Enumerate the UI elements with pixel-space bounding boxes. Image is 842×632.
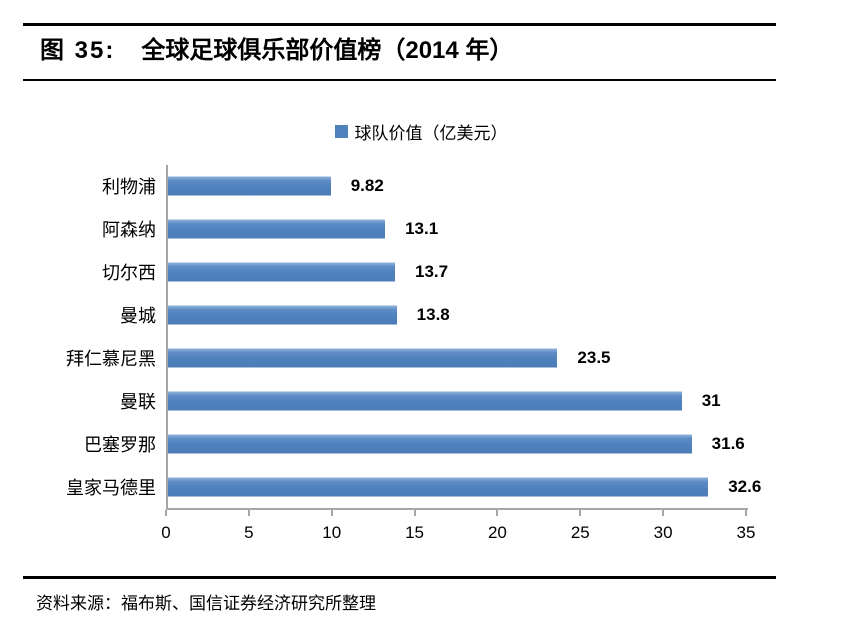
- category-label: 巴塞罗那: [84, 434, 156, 455]
- category-label: 曼城: [120, 306, 156, 327]
- value-label: 13.1: [405, 219, 439, 239]
- x-tick-label: 10: [322, 523, 342, 542]
- x-tick-mark: [496, 510, 499, 516]
- chart-legend: 球队价值（亿美元）: [0, 119, 842, 144]
- category-label: 利物浦: [102, 177, 156, 198]
- chart-row: 阿森纳 13.1: [102, 208, 748, 251]
- source-note: 资料来源：福布斯、国信证券经济研究所整理: [36, 594, 376, 613]
- value-label: 31.6: [711, 433, 745, 453]
- figure-title-text: 全球足球俱乐部价值榜（2014 年）: [141, 37, 514, 64]
- x-tick-label: 15: [405, 523, 425, 542]
- figure-number: 图 35:: [40, 37, 116, 64]
- x-tick-label: 25: [570, 523, 590, 542]
- legend-label: 球队价值（亿美元）: [354, 124, 508, 143]
- x-tick-label: 20: [487, 523, 507, 542]
- value-label: 32.6: [728, 476, 762, 496]
- category-label: 切尔西: [102, 263, 156, 284]
- x-tick-label: 5: [244, 523, 254, 542]
- title-divider-rule: [23, 79, 776, 81]
- x-tick-label: 0: [161, 523, 171, 542]
- chart-row: 利物浦 9.82: [102, 165, 748, 208]
- plot-area: 利物浦 9.82 阿森纳 13.1 切尔西 13.7 曼城 13.8 拜仁慕尼黑 23.5 曼联 31…: [66, 165, 761, 510]
- legend-swatch-icon: [334, 125, 348, 138]
- x-tick-mark: [247, 510, 250, 516]
- x-tick-mark: [330, 510, 333, 516]
- category-label: 皇家马德里: [66, 477, 156, 498]
- x-tick-label: 35: [736, 523, 756, 542]
- value-bar: [168, 348, 558, 368]
- chart-row: 拜仁慕尼黑 23.5: [66, 337, 748, 380]
- category-label: 阿森纳: [102, 220, 156, 241]
- value-label: 13.8: [416, 305, 450, 325]
- value-label: 9.82: [350, 176, 384, 196]
- value-bar: [168, 434, 692, 454]
- value-bar: [168, 477, 709, 497]
- value-label: 23.5: [577, 347, 611, 367]
- chart-row: 切尔西 13.7: [102, 251, 748, 294]
- x-tick-mark: [413, 510, 416, 516]
- value-bar: [168, 305, 397, 325]
- x-tick-mark: [579, 510, 582, 516]
- category-label: 拜仁慕尼黑: [66, 348, 156, 369]
- value-bar: [168, 219, 386, 239]
- bottom-rule: [23, 576, 776, 579]
- value-bar: [168, 391, 682, 411]
- value-bar: [168, 176, 331, 196]
- value-label: 13.7: [415, 262, 449, 282]
- x-tick-mark: [165, 510, 167, 516]
- chart-row: 巴塞罗那 31.6: [84, 422, 748, 465]
- chart-row: 曼城 13.8: [120, 294, 748, 337]
- chart-row: 曼联 31: [120, 379, 748, 422]
- x-tick-mark: [662, 510, 665, 516]
- x-tick-label: 30: [653, 523, 673, 542]
- value-label: 31: [701, 390, 721, 410]
- chart-row: 皇家马德里 32.6: [66, 465, 761, 508]
- category-label: 曼联: [120, 391, 156, 412]
- figure-title: 图 35: 全球足球俱乐部价值榜（2014 年）: [40, 30, 513, 65]
- x-axis: 0 5 10 15 20 25 30 35: [161, 510, 755, 555]
- top-rule: [23, 23, 776, 26]
- x-tick-mark: [745, 510, 747, 516]
- value-bar: [168, 262, 396, 282]
